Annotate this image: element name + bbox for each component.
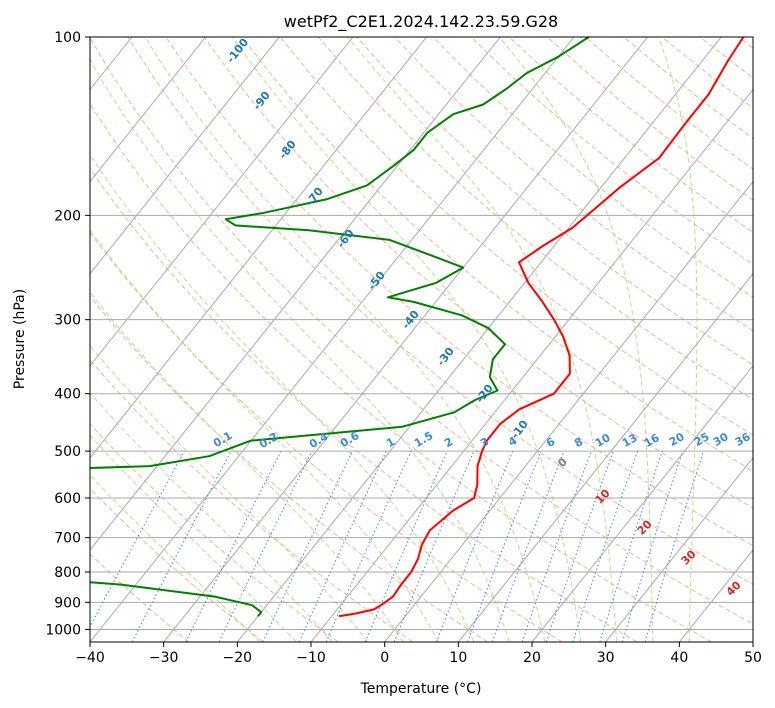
moist-adiabat-line	[90, 229, 439, 642]
moist-adiabat-line	[90, 434, 297, 642]
y-tick-label: 200	[54, 208, 81, 224]
moist-adiabat-line	[90, 291, 404, 642]
x-tick-label: 0	[380, 650, 389, 666]
mixing-ratio-line	[621, 450, 684, 642]
moist-adiabat-line	[90, 153, 475, 642]
line-labels: -100-90-80-70-60-50-40-30-20-10010203040…	[211, 36, 753, 599]
dry-adiabat-line	[90, 553, 190, 642]
isotherm-line	[384, 180, 753, 642]
chart-title: wetPf2_C2E1.2024.142.23.59.G28	[284, 12, 558, 32]
mixing-ratio-line	[572, 450, 639, 642]
dewpoint-line	[90, 37, 590, 617]
dry-adiabat-line	[90, 487, 264, 642]
y-axis-label: Pressure (hPa)	[12, 289, 28, 389]
moist-adiabat-line	[90, 392, 333, 642]
moist-adiabat-line	[90, 58, 510, 642]
x-tick-label: 40	[670, 650, 688, 666]
y-tick-label: 1000	[45, 622, 81, 638]
isotherm-line	[90, 37, 207, 183]
y-tick-label: 500	[54, 444, 81, 460]
dry-adiabat-line	[241, 37, 753, 472]
dry-adiabat-line	[90, 102, 712, 642]
mixing-ratio-line	[185, 450, 282, 642]
mixing-ratio-line	[435, 450, 514, 642]
mixing-ratio-line	[467, 450, 542, 642]
isotherm-line	[90, 37, 354, 367]
y-tick-label: 800	[54, 565, 81, 581]
dry-adiabat-line	[394, 37, 753, 332]
temperature-line	[338, 37, 745, 618]
isotherm-line	[90, 37, 428, 459]
isotherm-line	[90, 37, 280, 275]
mixing-ratio-line	[521, 450, 592, 642]
moist-adiabat-line	[144, 37, 546, 642]
dry-adiabat-line	[90, 295, 488, 642]
x-tick-label: 10	[449, 650, 467, 666]
moist-adiabat-line	[498, 37, 654, 642]
x-tick-label: −40	[75, 650, 105, 666]
x-tick-label: 50	[744, 650, 762, 666]
y-tick-label: 100	[54, 30, 81, 46]
y-tick-label: 300	[54, 313, 81, 329]
isotherm-line	[90, 37, 501, 551]
isotherm-line	[531, 364, 753, 642]
background-lines	[90, 37, 753, 642]
x-tick-label: −20	[223, 650, 253, 666]
moist-adiabat-line	[657, 37, 698, 642]
plot-frame	[89, 36, 754, 643]
isotherm-line	[605, 457, 753, 642]
dry-adiabat-line	[90, 167, 638, 642]
dry-adiabat-line	[90, 423, 339, 642]
y-tick-label: 400	[54, 387, 81, 403]
mixing-ratio-line	[491, 450, 565, 642]
mixing-ratio-line	[90, 450, 185, 628]
isotherm-line	[236, 37, 722, 642]
isotherm-line	[90, 37, 575, 642]
isotherm-line	[163, 37, 649, 642]
dry-adiabat-line	[203, 37, 753, 509]
axis-ticks: −40 −30 −20 −10 0 10 20 30 40 50 100 200 300 400 500 60…	[45, 30, 762, 666]
y-tick-label: 600	[54, 491, 81, 507]
x-tick-label: −10	[296, 650, 326, 666]
mixing-ratio-line	[364, 450, 448, 642]
data-series	[90, 37, 745, 618]
y-tick-label: 900	[54, 595, 81, 611]
x-tick-label: 20	[523, 650, 541, 666]
mixing-ratio-line	[325, 450, 412, 642]
x-tick-label: −30	[149, 650, 179, 666]
x-tick-label: 30	[597, 650, 615, 666]
dry-adiabat-line	[356, 37, 753, 366]
isotherm-line	[310, 88, 753, 642]
mixing-ratio-line	[545, 450, 614, 642]
moist-adiabat-line	[90, 474, 261, 642]
x-axis-label: Temperature (°C)	[360, 681, 482, 697]
mixing-ratio-line	[393, 450, 475, 642]
mixing-ratio-line	[599, 450, 663, 642]
isotherm-line	[457, 272, 753, 642]
mixing-ratio-line	[644, 450, 705, 642]
dry-adiabat-line	[90, 37, 753, 625]
moist-adiabat-line	[90, 344, 369, 642]
dry-adiabat-line	[432, 37, 753, 298]
y-tick-label: 700	[54, 531, 81, 547]
